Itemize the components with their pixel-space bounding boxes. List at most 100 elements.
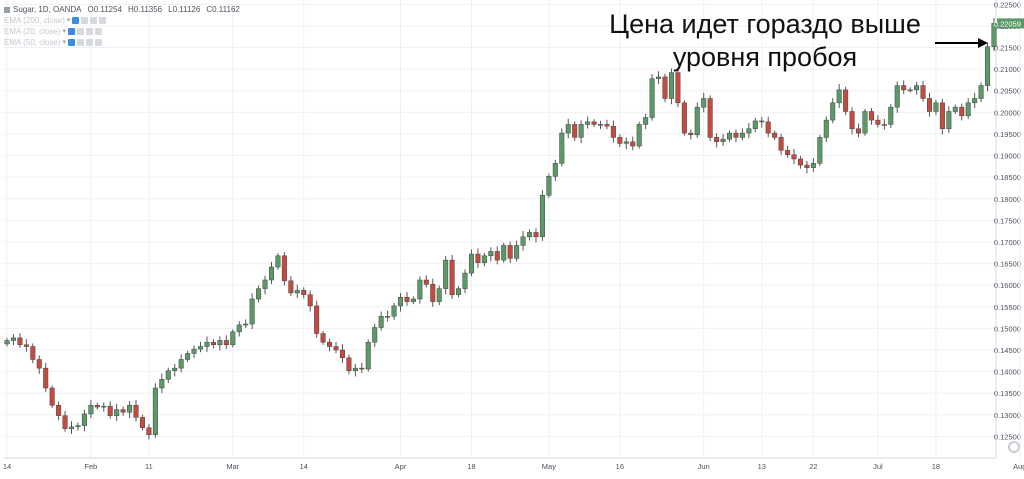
chart-legend: Sugar, 1D, OANDA O0.11254 H0.11356 L0.11… (4, 4, 240, 48)
candle-body (294, 290, 300, 294)
symbol-label[interactable]: Sugar, 1D, OANDA (13, 5, 82, 14)
candle-body (30, 346, 36, 360)
candle-body (385, 316, 391, 318)
candle-body (881, 124, 887, 126)
eye-icon[interactable] (67, 28, 75, 35)
x-tick-label: 14 (3, 462, 11, 471)
high-value: H0.11356 (128, 5, 163, 14)
candle-body (236, 324, 242, 333)
x-tick-label: 22 (809, 462, 817, 471)
chevron-down-icon[interactable]: ▾ (66, 17, 71, 24)
x-tick-label: 13 (758, 462, 766, 471)
candle-body (623, 141, 629, 144)
candle-body (398, 297, 404, 307)
settings-icon[interactable] (81, 17, 89, 24)
candle-body (172, 367, 178, 371)
candle-body (856, 128, 862, 134)
candle-body (159, 379, 165, 389)
candle-body (139, 417, 145, 429)
candle-body (714, 137, 720, 142)
candle-body (778, 137, 784, 151)
y-tick-label: 0.21500 (994, 44, 1021, 53)
chevron-down-icon[interactable]: ▾ (62, 39, 66, 46)
candle-body (649, 78, 655, 118)
candle-body (146, 427, 152, 435)
close-value: C0.11162 (206, 5, 240, 14)
candle-body (952, 106, 958, 112)
close-icon[interactable] (94, 39, 102, 46)
candle-body (210, 341, 216, 346)
candle-body (320, 333, 326, 343)
y-tick-label: 0.17000 (994, 238, 1021, 247)
symbol-row[interactable]: Sugar, 1D, OANDA O0.11254 H0.11356 L0.11… (4, 4, 240, 15)
candle-body (604, 124, 610, 127)
close-icon[interactable] (94, 28, 102, 35)
y-tick-label: 0.16500 (994, 260, 1021, 269)
candle-body (88, 405, 94, 415)
y-tick-label: 0.14500 (994, 346, 1021, 355)
y-tick-label: 0.17500 (994, 216, 1021, 225)
candle-body (249, 298, 255, 325)
eye-icon[interactable] (67, 39, 75, 46)
candle-body (436, 288, 442, 302)
candle-body (17, 337, 23, 346)
plus-icon[interactable] (90, 17, 98, 24)
candle-body (281, 255, 287, 282)
candle-body (127, 405, 133, 413)
candle-body (359, 367, 365, 370)
settings-icon[interactable] (76, 39, 84, 46)
candle-body (507, 245, 513, 259)
y-tick-label: 0.16000 (994, 281, 1021, 290)
candle-body (836, 89, 842, 104)
candle-body (939, 102, 945, 130)
candle-body (256, 288, 262, 300)
candle-body (456, 288, 462, 295)
candle-body (4, 340, 10, 345)
ema-200-label[interactable]: EMA (200, close) (4, 16, 65, 25)
candle-body (365, 341, 371, 370)
ema-50-row[interactable]: EMA (50, close) ▾ (4, 37, 240, 48)
candle-body (81, 413, 87, 426)
gear-icon[interactable] (1008, 441, 1020, 453)
candle-body (804, 164, 810, 168)
candle-body (43, 367, 49, 389)
y-tick-label: 0.18500 (994, 173, 1021, 182)
candle-body (759, 120, 765, 123)
ema-20-label[interactable]: EMA (20, close) (4, 27, 61, 36)
candle-body (243, 323, 249, 326)
y-tick-label: 0.20500 (994, 87, 1021, 96)
ema-50-label[interactable]: EMA (50, close) (4, 38, 61, 47)
candle-body (868, 111, 874, 121)
settings-icon[interactable] (76, 28, 84, 35)
y-tick-label: 0.15500 (994, 303, 1021, 312)
ema-200-row[interactable]: EMA (200, close) ▾ (4, 15, 240, 26)
chevron-down-icon[interactable]: ▾ (62, 28, 66, 35)
candle-body (752, 120, 758, 130)
eye-icon[interactable] (72, 17, 80, 24)
candle-body (417, 279, 423, 300)
candle-body (681, 102, 687, 134)
candle-body (36, 359, 42, 369)
plus-icon[interactable] (85, 28, 93, 35)
candle-body (404, 297, 410, 302)
candle-body (630, 141, 636, 147)
ema-20-row[interactable]: EMA (20, close) ▾ (4, 26, 240, 37)
candle-body (675, 72, 681, 104)
y-tick-label: 0.13500 (994, 389, 1021, 398)
close-icon[interactable] (99, 17, 107, 24)
candle-body (333, 346, 339, 351)
candle-body (597, 124, 603, 126)
candle-body (307, 294, 313, 307)
candle-body (662, 76, 668, 99)
plus-icon[interactable] (85, 39, 93, 46)
last-price-label: 0.22059 (994, 19, 1021, 28)
candle-body (552, 163, 558, 177)
candle-body (791, 154, 797, 160)
last-price-marker (997, 18, 1024, 29)
candle-body (178, 359, 184, 369)
candle-body (314, 305, 320, 334)
candle-body (327, 341, 333, 347)
y-tick-label: 0.12500 (994, 432, 1021, 441)
